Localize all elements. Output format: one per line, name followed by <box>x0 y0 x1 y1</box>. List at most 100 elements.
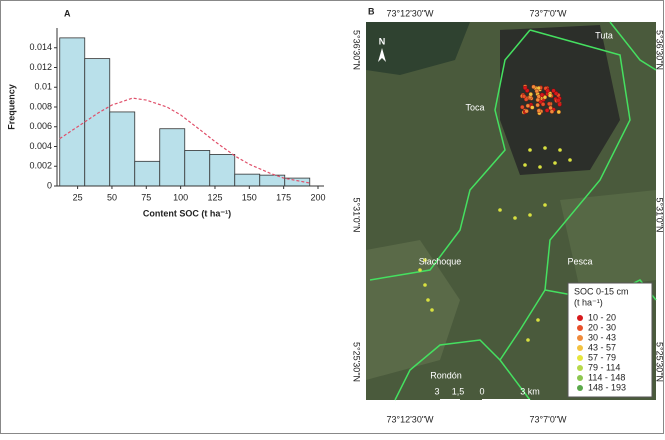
sample-point <box>535 102 540 108</box>
map-label: 148 - 193 <box>588 382 626 392</box>
map-label: 79 - 114 <box>588 362 620 372</box>
x-tick-label: 75 <box>141 192 151 202</box>
map-label: 5°36'30"N <box>655 30 665 70</box>
sample-point <box>547 101 552 107</box>
sample-point <box>521 94 527 99</box>
sample-point <box>426 298 430 302</box>
bar <box>59 37 86 187</box>
y-axis-label: Frequency <box>6 84 16 130</box>
sample-point <box>535 97 540 103</box>
legend-swatch <box>577 375 583 381</box>
legend-swatch <box>577 335 583 341</box>
sample-point <box>551 88 556 93</box>
y-tick-label: 0.004 <box>29 141 52 151</box>
bar <box>84 58 111 187</box>
sample-point <box>543 146 547 150</box>
legend-swatch <box>577 325 583 331</box>
sample-point <box>538 165 542 169</box>
map-label: (t ha⁻¹) <box>574 297 603 307</box>
density-curve <box>59 97 310 184</box>
scale-bar <box>482 399 530 403</box>
sample-point <box>539 92 545 97</box>
sample-point <box>423 283 427 287</box>
bar <box>134 160 161 187</box>
sample-point <box>556 98 561 103</box>
y-tick-label: 0.008 <box>29 101 52 111</box>
sample-point <box>528 148 532 152</box>
sample-point <box>522 85 528 91</box>
sample-point <box>513 216 517 220</box>
sample-point <box>557 102 562 107</box>
legend-swatch <box>577 385 583 391</box>
x-tick-label: 200 <box>310 192 325 202</box>
legend-swatch <box>577 315 583 321</box>
map-label: Siachoque <box>419 256 462 266</box>
sample-point <box>548 105 553 111</box>
sample-point <box>549 109 555 114</box>
x-tick-label: 25 <box>73 192 83 202</box>
sample-point <box>547 93 553 98</box>
sample-point <box>536 108 542 113</box>
sample-point <box>523 97 529 102</box>
bar <box>109 111 136 187</box>
sample-point <box>525 103 531 108</box>
legend-swatch <box>577 355 583 361</box>
sample-point <box>526 338 530 342</box>
sample-point <box>523 163 527 167</box>
sample-point <box>542 95 548 100</box>
north-arrow <box>378 48 386 62</box>
panel-label: A <box>64 8 71 18</box>
y-tick-label: 0 <box>47 180 52 190</box>
y-tick-label: 0.006 <box>29 121 52 131</box>
map-label: 3 km <box>520 386 540 396</box>
legend-swatch <box>577 345 583 351</box>
sample-point <box>553 161 557 165</box>
bar <box>184 150 211 187</box>
sample-point <box>556 109 561 115</box>
terrain <box>366 240 460 380</box>
bar <box>209 153 236 187</box>
sample-point <box>528 92 533 97</box>
map-label: 73°7'0"W <box>529 414 567 424</box>
sample-point <box>544 108 550 113</box>
sample-point <box>536 85 541 91</box>
map-label: 114 - 148 <box>588 372 625 382</box>
bar <box>234 173 261 187</box>
y-tick-label: 0.002 <box>29 161 52 171</box>
bar <box>159 128 186 187</box>
map-label: 5°36'30"N <box>352 30 362 70</box>
terrain <box>560 190 656 290</box>
map-label: 73°7'0"W <box>529 8 567 18</box>
boundary <box>609 21 657 71</box>
map-label: Tuta <box>595 30 613 40</box>
x-tick-label: 50 <box>107 192 117 202</box>
y-tick-label: 0.01 <box>34 82 52 92</box>
x-tick-label: 175 <box>276 192 291 202</box>
sample-point <box>531 84 536 89</box>
map-label: 5°25'30"N <box>352 342 362 382</box>
map-label: 43 - 57 <box>588 342 616 352</box>
x-tick-label: 150 <box>242 192 257 202</box>
boundary <box>369 29 531 281</box>
sample-point <box>430 308 434 312</box>
sample-point <box>530 105 535 110</box>
bar <box>259 174 286 187</box>
sample-point <box>520 105 525 110</box>
sample-point <box>524 109 529 114</box>
map-label: 73°12'30"W <box>386 8 434 18</box>
sample-point <box>498 208 502 212</box>
map-label: 20 - 30 <box>588 322 616 332</box>
legend-swatch <box>577 365 583 371</box>
sample-point <box>423 258 427 262</box>
map-label: N <box>379 36 386 46</box>
sample-point <box>553 91 559 96</box>
map-label: Toca <box>465 102 484 112</box>
sample-point <box>545 88 550 93</box>
x-tick-label: 100 <box>173 192 188 202</box>
map-label: 1,5 <box>452 386 465 396</box>
terrain <box>366 22 470 75</box>
y-tick-label: 0.014 <box>29 42 52 52</box>
x-tick-label: 125 <box>207 192 222 202</box>
